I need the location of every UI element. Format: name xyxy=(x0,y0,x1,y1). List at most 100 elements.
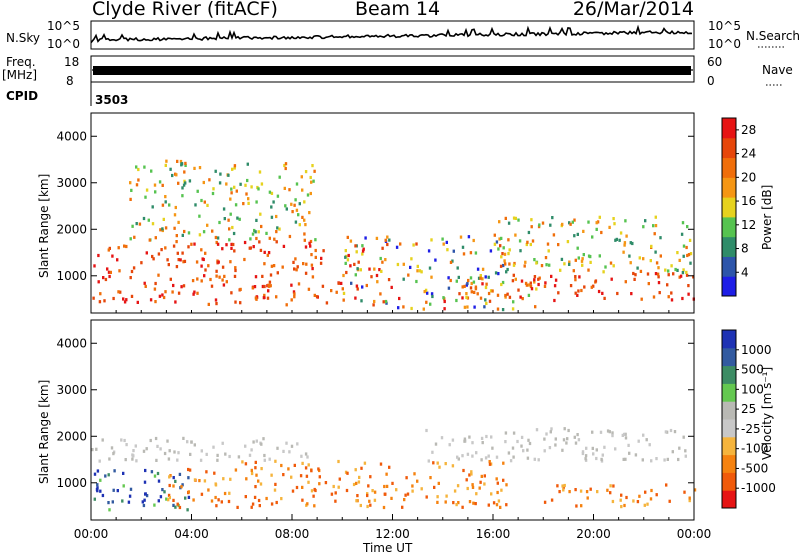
range-gate-cell xyxy=(645,438,648,442)
range-gate-cell xyxy=(467,278,470,283)
range-gate-cell xyxy=(558,490,561,494)
range-gate-cell xyxy=(518,239,522,243)
range-gate-cell xyxy=(469,286,473,290)
range-gate-cell xyxy=(154,300,157,304)
range-gate-cell xyxy=(452,501,455,505)
range-gate-cell xyxy=(563,427,566,431)
range-gate-cell xyxy=(379,462,383,466)
range-gate-cell xyxy=(149,438,152,443)
velocity-ylabel: Slant Range [km] xyxy=(37,380,51,484)
range-gate-cell xyxy=(92,296,95,300)
range-gate-cell xyxy=(436,495,439,499)
range-gate-cell xyxy=(266,296,270,300)
range-gate-cell xyxy=(263,458,266,462)
range-gate-cell xyxy=(457,457,460,461)
range-gate-cell xyxy=(652,295,656,299)
range-gate-cell xyxy=(685,273,689,277)
range-gate-cell xyxy=(233,274,237,278)
range-gate-cell xyxy=(385,472,388,476)
range-gate-cell xyxy=(459,235,463,239)
range-gate-cell xyxy=(416,479,419,483)
range-gate-cell xyxy=(187,245,190,249)
range-gate-cell xyxy=(382,300,385,304)
range-gate-cell xyxy=(507,451,511,455)
range-gate-cell xyxy=(624,457,627,461)
range-gate-cell xyxy=(232,242,235,247)
range-gate-cell xyxy=(574,275,577,279)
range-gate-cell xyxy=(407,273,410,277)
range-gate-cell xyxy=(533,275,537,279)
range-gate-cell xyxy=(516,439,519,444)
range-gate-cell xyxy=(168,203,171,207)
range-gate-cell xyxy=(162,217,165,221)
range-gate-cell xyxy=(480,458,483,462)
range-gate-cell xyxy=(402,277,405,281)
range-gate-cell xyxy=(101,438,104,442)
range-gate-cell xyxy=(667,295,670,299)
range-gate-cell xyxy=(624,219,627,223)
range-gate-cell xyxy=(686,253,689,258)
range-gate-cell xyxy=(129,276,132,280)
range-gate-cell xyxy=(498,237,501,241)
range-gate-cell xyxy=(479,276,482,280)
range-gate-cell xyxy=(317,467,320,471)
range-gate-cell xyxy=(108,457,111,461)
range-gate-cell xyxy=(190,242,193,246)
range-gate-cell xyxy=(495,503,499,507)
range-gate-cell xyxy=(195,260,199,264)
range-gate-cell xyxy=(461,245,465,249)
range-gate-cell xyxy=(140,261,143,265)
range-gate-cell xyxy=(404,493,407,497)
range-gate-cell xyxy=(462,468,465,473)
range-gate-cell xyxy=(511,279,515,283)
range-gate-cell xyxy=(263,453,266,458)
range-gate-cell xyxy=(576,433,579,437)
range-gate-cell xyxy=(451,259,454,263)
range-gate-cell xyxy=(165,159,168,163)
range-gate-cell xyxy=(180,485,183,489)
range-gate-cell xyxy=(138,222,142,226)
range-gate-cell xyxy=(430,292,434,296)
range-gate-cell xyxy=(412,243,415,247)
range-gate-cell xyxy=(676,268,679,272)
nave-tick-low: 0 xyxy=(707,74,715,88)
range-gate-cell xyxy=(258,170,262,174)
y-tick-label: 2000 xyxy=(56,429,87,443)
range-gate-cell xyxy=(512,216,516,220)
range-gate-cell xyxy=(447,276,450,280)
range-gate-cell xyxy=(192,498,195,502)
range-gate-cell xyxy=(449,278,452,283)
range-gate-cell xyxy=(183,179,186,183)
range-gate-cell xyxy=(294,198,297,202)
range-gate-cell xyxy=(641,458,644,462)
range-gate-cell xyxy=(520,279,524,283)
range-gate-cell xyxy=(508,248,511,252)
range-gate-cell xyxy=(643,503,646,507)
range-gate-cell xyxy=(135,165,138,169)
range-gate-cell xyxy=(123,300,127,304)
range-gate-cell xyxy=(307,463,310,467)
range-gate-cell xyxy=(260,224,263,229)
range-gate-cell xyxy=(298,202,301,206)
range-gate-cell xyxy=(144,492,147,496)
range-gate-cell xyxy=(207,488,210,492)
range-gate-cell xyxy=(157,252,161,256)
range-gate-cell xyxy=(215,240,218,245)
range-gate-cell xyxy=(373,498,377,502)
range-gate-cell xyxy=(609,484,612,488)
range-gate-cell xyxy=(581,450,585,454)
range-gate-cell xyxy=(508,295,512,299)
range-gate-cell xyxy=(495,240,499,244)
range-gate-cell xyxy=(93,264,96,268)
range-gate-cell xyxy=(310,263,314,267)
range-gate-cell xyxy=(667,269,670,273)
range-gate-cell xyxy=(203,479,207,483)
range-gate-cell xyxy=(603,296,606,300)
range-gate-cell xyxy=(461,296,464,300)
range-gate-cell xyxy=(231,225,234,230)
x-tick-label: 20:00 xyxy=(576,527,611,541)
range-gate-cell xyxy=(624,280,627,284)
range-gate-cell xyxy=(526,456,530,460)
range-gate-cell xyxy=(332,484,335,489)
range-gate-cell xyxy=(313,169,316,173)
